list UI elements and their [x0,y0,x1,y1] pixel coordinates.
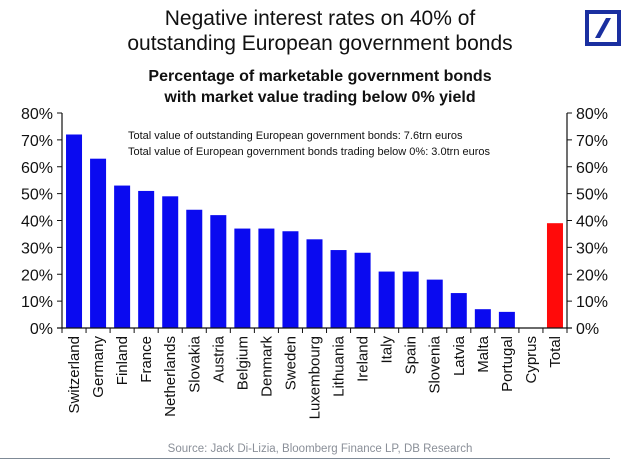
x-tick-label: Slovakia [186,335,203,392]
bar-slovenia [426,279,443,328]
bar-luxembourg [306,239,323,328]
x-tick-label: Switzerland [66,336,83,414]
bar-ireland [354,252,371,328]
y-tick-label-right: 0% [576,321,599,338]
bar-austria [210,215,227,328]
labels-group: Switzerland Germany Finland France Netherlan… [21,106,608,419]
bar-italy [378,271,395,328]
y-tick-label-right: 10% [576,294,608,311]
bar-switzerland [66,134,83,328]
bar-france [138,190,155,328]
y-tick-label-right: 40% [576,214,608,231]
y-tick-label-left: 80% [21,106,53,123]
chart-title: Negative interest rates on 40% of outsta… [0,6,640,56]
y-tick-label-right: 70% [576,133,608,150]
bar-spain [402,271,419,328]
x-tick-label: Denmark [258,336,275,397]
y-tick-label-left: 50% [21,187,53,204]
x-tick-label: Cyprus [523,336,540,384]
x-tick-label: Total [547,336,564,368]
x-tick-label: France [138,336,155,383]
annotation-total-outstanding: Total value of outstanding European gove… [128,130,463,142]
y-tick-label-left: 30% [21,240,53,257]
bar-slovakia [186,209,203,328]
source-note: Source: Jack Di-Lizia, Bloomberg Finance… [167,443,473,455]
bar-total [546,223,563,328]
bar-portugal [498,311,515,328]
bar-malta [474,309,491,328]
y-tick-label-right: 20% [576,267,608,284]
y-tick-label-right: 50% [576,187,608,204]
y-tick-label-right: 30% [576,240,608,257]
x-tick-label: Finland [114,336,131,385]
bars-group [66,134,563,328]
y-tick-label-right: 60% [576,160,608,177]
subtitle-line-2: with market value trading below 0% yield [164,89,476,106]
bar-sweden [282,231,299,328]
y-tick-label-left: 40% [21,214,53,231]
title-line-1: Negative interest rates on 40% of [164,7,476,30]
x-tick-label: Spain [403,336,420,374]
y-tick-label-left: 20% [21,267,53,284]
x-tick-label: Ireland [355,336,372,382]
deutsche-bank-logo-icon [585,10,621,46]
bar-germany [90,158,107,328]
x-tick-label: Germany [90,336,107,398]
x-tick-label: Belgium [234,336,251,390]
annotation-total-negative: Total value of European government bonds… [128,146,491,158]
subtitle-line-1: Percentage of marketable government bond… [148,68,492,85]
x-tick-label: Slovenia [427,335,444,393]
bar-netherlands [162,196,179,328]
bar-lithuania [330,250,347,328]
x-tick-label: Austria [210,335,227,382]
x-tick-label: Netherlands [162,336,179,417]
x-tick-label: Malta [475,335,492,372]
bar-finland [114,185,131,328]
bar-belgium [234,228,251,328]
y-tick-label-right: 80% [576,106,608,123]
x-tick-label: Sweden [282,336,299,390]
x-tick-label: Portugal [499,336,516,392]
y-tick-label-left: 70% [21,133,53,150]
y-tick-label-left: 0% [30,321,53,338]
x-tick-label: Italy [379,336,396,364]
x-tick-label: Lithuania [331,335,348,397]
y-tick-label-left: 10% [21,294,53,311]
bar-denmark [258,228,275,328]
x-tick-label: Latvia [451,335,468,376]
x-tick-label: Luxembourg [307,336,324,419]
y-tick-label-left: 60% [21,160,53,177]
axes-group [57,112,572,333]
chart-subtitle: Percentage of marketable government bond… [0,66,640,108]
bottom-divider [0,458,610,459]
bar-latvia [450,293,467,328]
title-line-2: outstanding European government bonds [127,32,513,55]
